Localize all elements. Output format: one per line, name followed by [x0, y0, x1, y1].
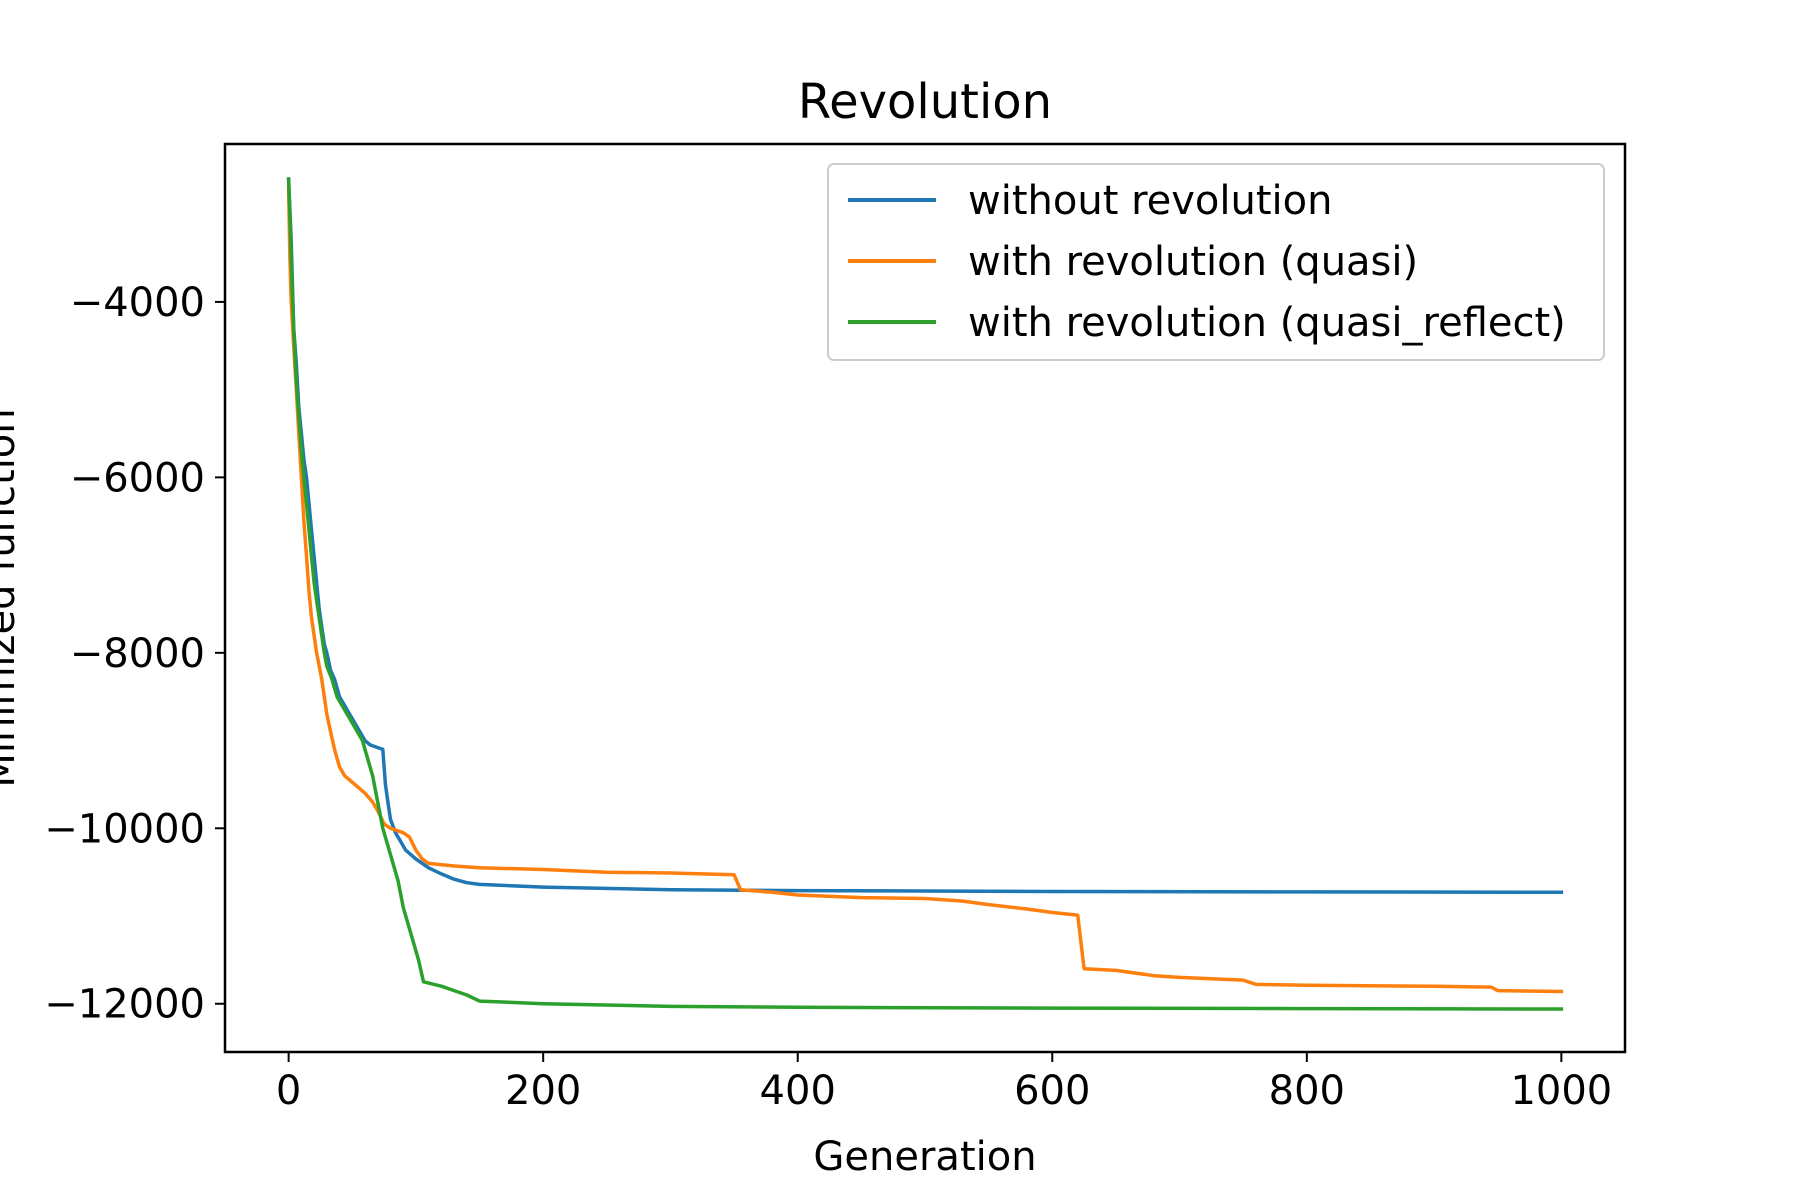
chart-title: Revolution: [798, 74, 1052, 130]
y-tick-label: −12000: [44, 982, 205, 1028]
series-line-3: [286, 177, 1564, 1011]
x-tick-label: 200: [505, 1068, 581, 1114]
legend-box: [827, 163, 1605, 361]
y-tick-label: −4000: [70, 280, 205, 326]
series-line-2: [286, 186, 1564, 994]
legend-items: without revolution with revolution (quasi…: [848, 178, 1566, 346]
series-line-1: [286, 177, 1564, 895]
x-tick-label: 800: [1269, 1068, 1345, 1114]
y-tick-label: −6000: [70, 455, 205, 501]
legend-label-1: without revolution: [968, 178, 1333, 224]
legend-label-3: with revolution (quasi_reflect): [968, 300, 1566, 346]
y-tick-label: −8000: [70, 631, 205, 677]
y-axis: −12000 −10000 −8000 −6000 −4000: [44, 280, 225, 1028]
plot-frame: [223, 142, 1627, 1054]
x-axis-title: Generation: [813, 1134, 1036, 1180]
x-tick-label: 600: [1014, 1068, 1090, 1114]
legend-label-2: with revolution (quasi): [968, 239, 1418, 285]
x-tick-label: 0: [276, 1068, 301, 1114]
legend: without revolution with revolution (quasi…: [827, 163, 1605, 361]
y-axis-title: Minimized function: [0, 408, 24, 787]
x-axis: 0 200 400 600 800 1000: [276, 1052, 1612, 1114]
x-tick-label: 400: [760, 1068, 836, 1114]
series-layer: [286, 177, 1564, 1011]
y-tick-label: −10000: [44, 806, 205, 852]
x-tick-label: 1000: [1510, 1068, 1612, 1114]
